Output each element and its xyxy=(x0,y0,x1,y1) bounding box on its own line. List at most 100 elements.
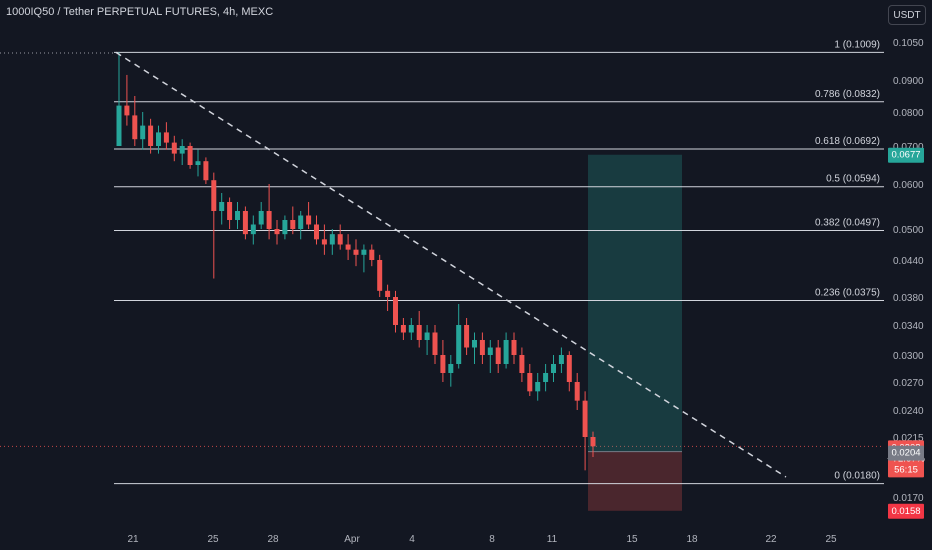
candle-body xyxy=(566,355,572,382)
x-tick-label: 22 xyxy=(765,534,777,545)
price-badge-entry xyxy=(888,445,924,461)
y-tick-label: 0.0300 xyxy=(893,351,924,362)
candle-body xyxy=(306,215,312,225)
fib-label-0.618: 0.618 (0.0692) xyxy=(815,136,880,147)
candle-body xyxy=(558,355,564,364)
candle-body xyxy=(590,437,596,447)
y-tick-label: 0.0900 xyxy=(893,76,924,87)
candle-body xyxy=(132,115,138,140)
x-tick-label: 11 xyxy=(547,534,558,545)
candle-body xyxy=(258,211,264,225)
fib-label-0.236: 0.236 (0.0375) xyxy=(815,288,880,299)
candle-body xyxy=(242,211,248,235)
fib-label-0.5: 0.5 (0.0594) xyxy=(826,174,880,185)
candle-body xyxy=(432,332,438,355)
candle-body xyxy=(298,215,304,229)
price-badge-target xyxy=(888,147,924,163)
y-tick-label: 0.1050 xyxy=(893,38,924,49)
candle-body xyxy=(472,340,477,348)
candle-body xyxy=(124,105,130,116)
price-badge-current-text: 56:15 xyxy=(894,464,918,475)
candle-body xyxy=(148,125,154,146)
candle-body xyxy=(464,325,470,348)
x-tick-label: 4 xyxy=(409,534,415,545)
candle-body xyxy=(479,340,485,355)
candle-body xyxy=(487,347,493,355)
price-badge-entry-text: 0.0204 xyxy=(891,448,920,459)
candle-body xyxy=(582,400,588,437)
y-tick-label: 0.0800 xyxy=(893,108,924,119)
x-tick-label: 15 xyxy=(626,534,638,545)
candle-body xyxy=(156,132,161,146)
candle-body xyxy=(345,244,351,250)
x-tick-label: 8 xyxy=(489,534,495,545)
candle-body xyxy=(416,325,422,340)
candle-body xyxy=(219,202,225,211)
candle-body xyxy=(274,229,280,235)
price-badge-stop xyxy=(888,503,924,519)
candle-body xyxy=(195,161,201,165)
y-tick-label: 0.0215 xyxy=(893,433,924,444)
y-tick-label: 0.0440 xyxy=(893,256,924,267)
y-tick-label: 0.0600 xyxy=(893,180,924,191)
price-badge-target-text: 0.0677 xyxy=(891,150,920,161)
candle-body xyxy=(282,220,288,235)
trend-line xyxy=(115,51,787,478)
candle-body xyxy=(337,234,343,245)
y-tick-label: 0.0700 xyxy=(893,142,924,153)
y-tick-label: 0.0380 xyxy=(893,293,924,304)
x-tick-label: 28 xyxy=(267,534,279,545)
y-tick-label: 0.0240 xyxy=(893,406,924,417)
candle-body xyxy=(314,224,319,240)
candle-body xyxy=(393,297,398,325)
candle-body xyxy=(511,340,517,355)
candle-body xyxy=(329,234,335,245)
fib-label-0: 0 (0.0180) xyxy=(834,471,880,482)
candle-body xyxy=(503,340,509,364)
price-badge-stop-text: 0.0158 xyxy=(891,506,920,517)
x-tick-label: 18 xyxy=(686,534,698,545)
candle-body xyxy=(495,347,501,364)
fib-label-0.382: 0.382 (0.0497) xyxy=(815,218,880,229)
candle-body xyxy=(519,355,525,373)
candle-body xyxy=(440,355,446,373)
candle-body xyxy=(353,249,359,255)
candle-body xyxy=(179,146,185,154)
candle-body xyxy=(227,202,233,220)
chart-title: 1000IQ50 / Tether PERPETUAL FUTURES, 4h,… xyxy=(6,6,274,18)
candle-body xyxy=(235,211,240,220)
fib-label-1: 1 (0.1009) xyxy=(834,39,880,50)
stop-zone xyxy=(588,451,682,511)
currency-button[interactable]: USDT xyxy=(888,5,926,25)
x-tick-label: 21 xyxy=(127,534,139,545)
candle-body xyxy=(369,249,375,260)
x-tick-label: 25 xyxy=(207,534,219,545)
candle-body xyxy=(321,239,327,245)
candle-body xyxy=(456,325,462,364)
x-tick-label: Apr xyxy=(344,534,360,545)
candle-body xyxy=(400,325,406,333)
candle-body xyxy=(250,224,256,235)
candle-body xyxy=(140,125,146,140)
candle-body xyxy=(408,325,414,333)
candle-body xyxy=(290,220,296,229)
x-tick-label: 25 xyxy=(825,534,837,545)
y-tick-label: 0.0270 xyxy=(893,378,924,389)
candle-body xyxy=(424,332,430,340)
y-tick-label: 0.0500 xyxy=(893,225,924,236)
y-tick-label: 0.0340 xyxy=(893,321,924,332)
candle-body xyxy=(527,373,533,392)
candle-body xyxy=(574,382,580,401)
candle-body xyxy=(377,260,383,291)
candle-body xyxy=(203,161,209,181)
candle-body xyxy=(116,105,122,146)
candle-body xyxy=(187,146,193,165)
candle-body xyxy=(551,364,556,373)
candle-body xyxy=(448,364,454,373)
y-tick-label: 0.0170 xyxy=(893,493,924,504)
candle-body xyxy=(535,382,541,392)
candle-body xyxy=(543,373,549,382)
candle-body xyxy=(171,142,177,154)
